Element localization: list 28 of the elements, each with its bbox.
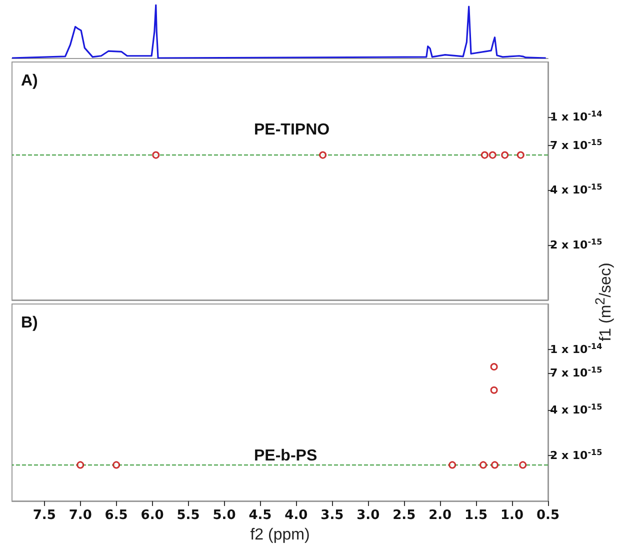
x-tick-label: 7.0 [68, 508, 92, 523]
x-tick-label: 4.0 [284, 508, 308, 523]
x-tick-label: 7.5 [32, 508, 56, 523]
x-tick-label: 4.5 [248, 508, 272, 523]
x-tick-label: 6.0 [140, 508, 164, 523]
point [480, 461, 487, 469]
text: B) [21, 314, 38, 332]
point [491, 461, 499, 469]
point [448, 461, 456, 469]
x-tick-label: 2.0 [428, 508, 452, 523]
x-tick-label: 1.0 [500, 508, 524, 523]
x-tick-label: 1.5 [464, 508, 488, 523]
x-tick-label: 6.5 [104, 508, 128, 523]
x-tick-label: 2.5 [392, 508, 416, 523]
x-tick-label: 3.5 [320, 508, 344, 523]
x-tick-label: 3.0 [356, 508, 380, 523]
point [519, 461, 527, 469]
point [112, 461, 120, 469]
annotation: PE-TIPNO [254, 122, 330, 138]
x-tick-label: 5.5 [176, 508, 200, 523]
point [490, 386, 498, 394]
x-tick-label: 0.5 [536, 508, 560, 523]
x-axis-title: f2 (ppm) [250, 526, 310, 544]
point [490, 363, 498, 371]
x-tick-label: 5.0 [212, 508, 236, 523]
annotation: PE-b-PS [254, 448, 318, 464]
point [76, 461, 84, 469]
text: A) [21, 72, 38, 90]
